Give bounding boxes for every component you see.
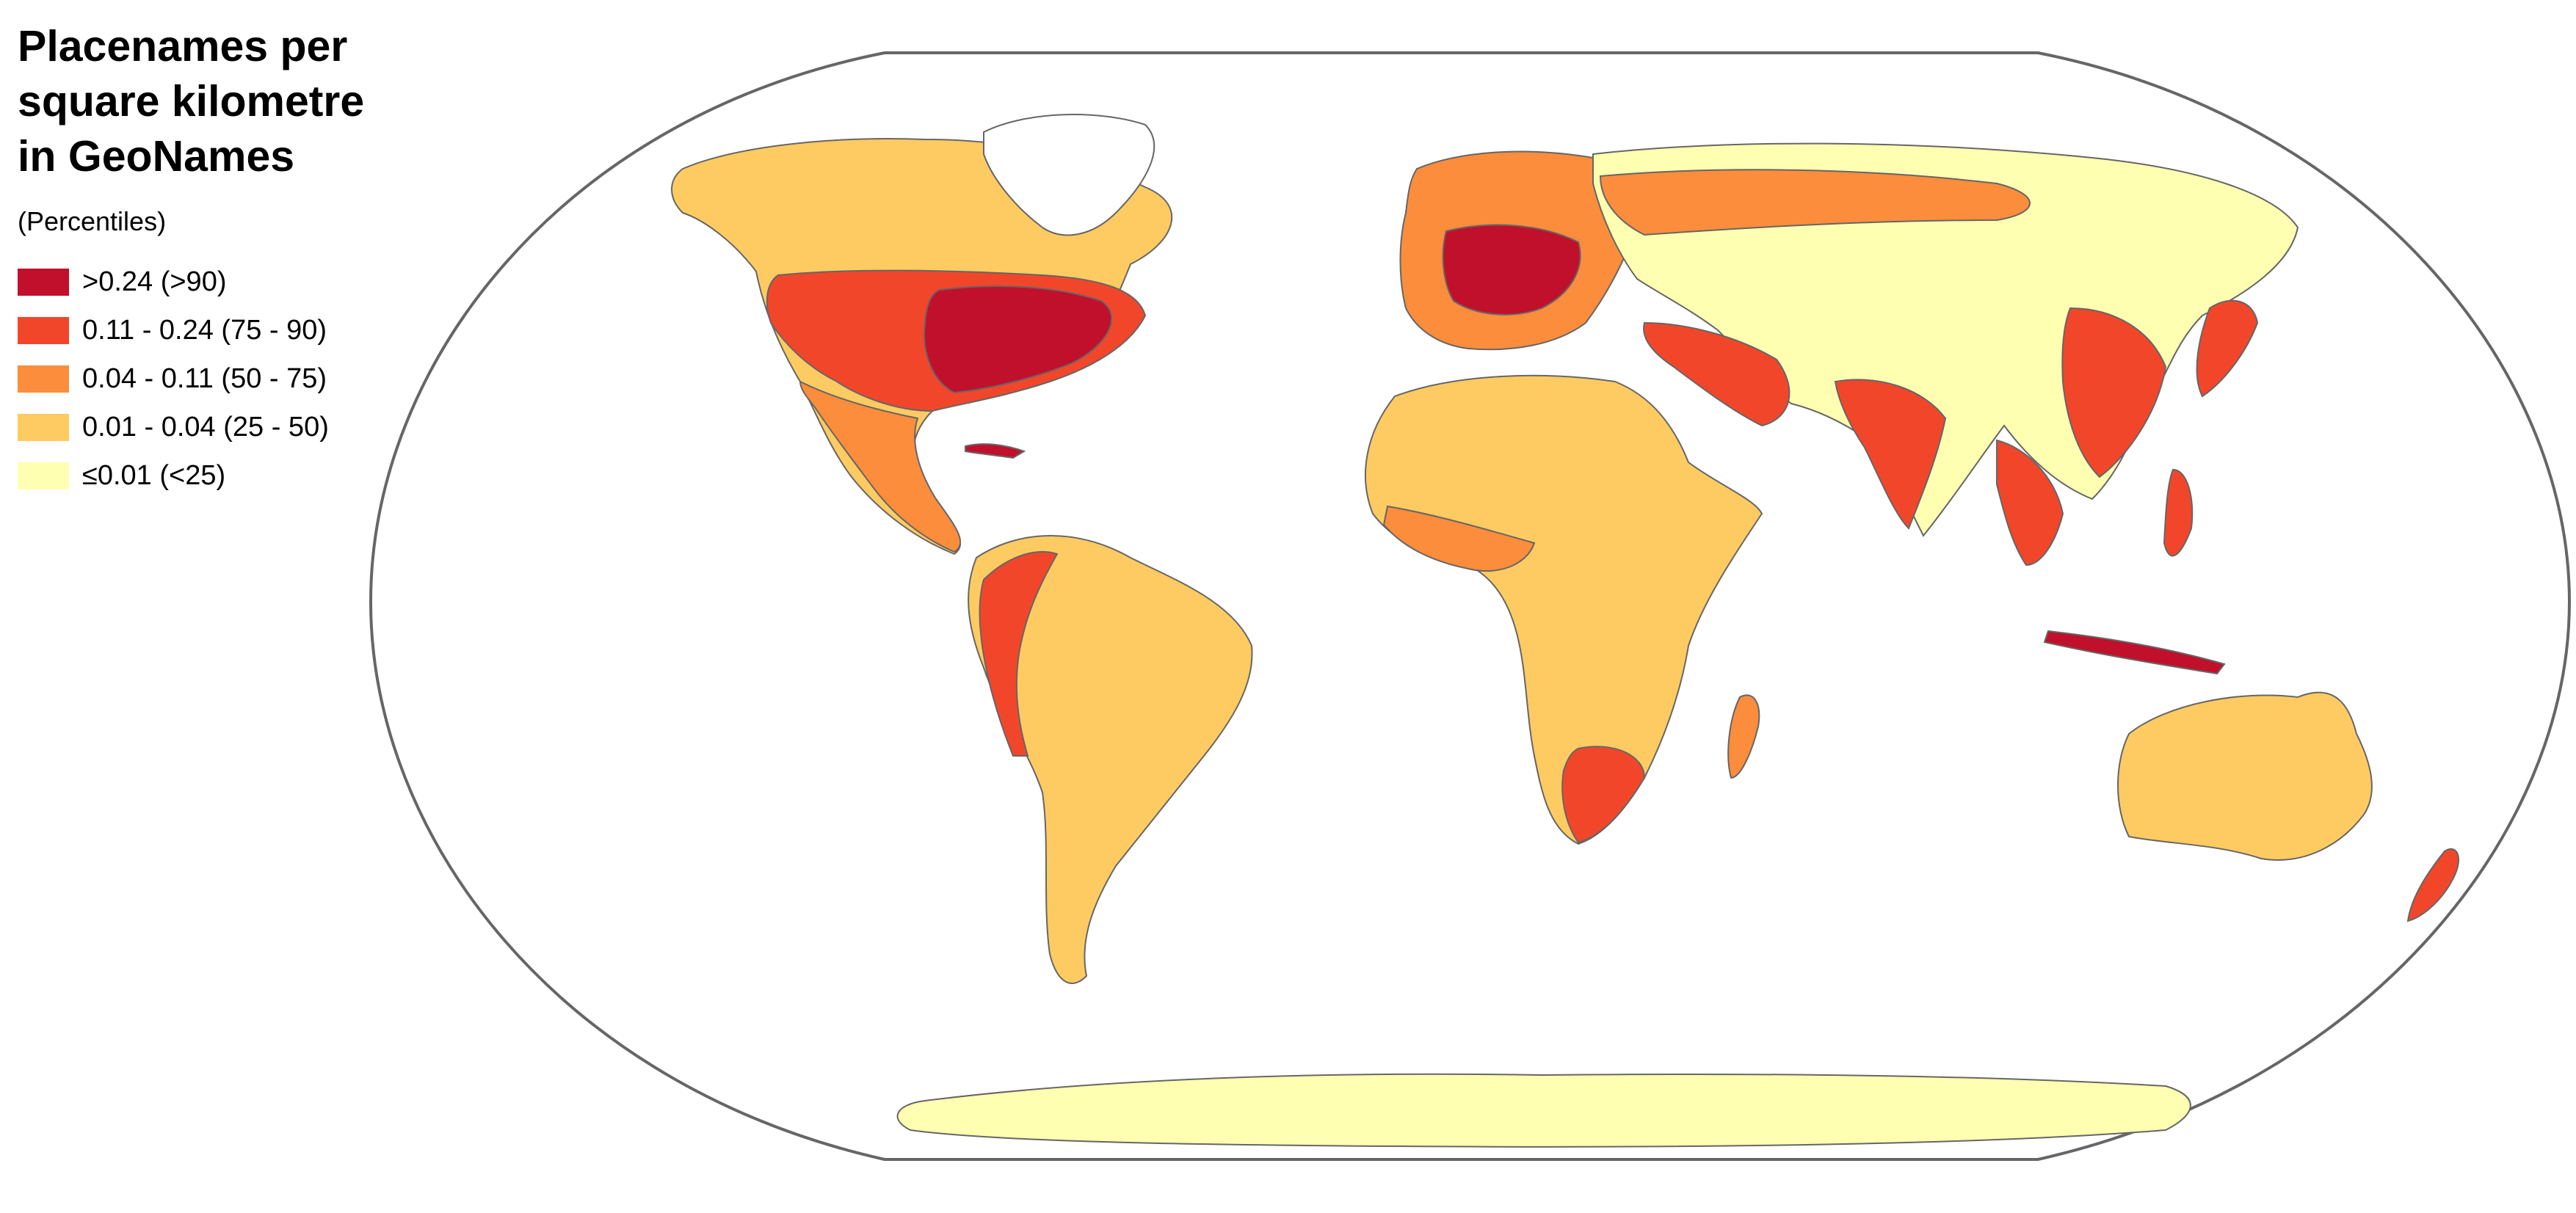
landmass-caribbean <box>965 443 1026 459</box>
map-legend: Placenames per square kilometre in GeoNa… <box>18 19 429 500</box>
legend-subtitle: (Percentiles) <box>18 206 167 236</box>
legend-swatch <box>18 462 69 489</box>
map-title: Placenames per square kilometre in GeoNa… <box>18 19 429 184</box>
landmass-madagascar <box>1727 694 1760 779</box>
legend-label: 0.01 - 0.04 (25 - 50) <box>82 411 329 442</box>
landmass-japan <box>2196 299 2259 398</box>
legend-swatch <box>18 316 69 344</box>
region-southeast-asia <box>1996 439 2064 567</box>
region-west-africa <box>1382 505 1536 572</box>
region-andes <box>979 550 1059 757</box>
region-east-china <box>2061 307 2167 478</box>
landmass-new-zealand <box>2406 848 2459 922</box>
landmass-indonesia <box>2043 630 2226 675</box>
legend-list: >0.24 (>90) 0.11 - 0.24 (75 - 90) 0.04 -… <box>18 258 429 500</box>
region-mexico <box>799 380 962 553</box>
landmass-australia <box>2117 691 2373 861</box>
region-russia-belt <box>1599 169 2031 236</box>
legend-item-top-decile: >0.24 (>90) <box>18 258 429 306</box>
legend-swatch <box>18 413 69 441</box>
legend-item-75-90: 0.11 - 0.24 (75 - 90) <box>18 306 429 354</box>
title-line-2: square kilometre <box>18 77 365 125</box>
land-masses <box>671 114 2459 1148</box>
landmass-antarctica <box>896 1073 2191 1148</box>
region-middle-east <box>1643 321 1790 427</box>
landmass-philippines <box>2163 468 2194 557</box>
legend-label: ≤0.01 (<25) <box>82 459 226 491</box>
legend-item-below-25: ≤0.01 (<25) <box>18 451 429 500</box>
legend-label: >0.24 (>90) <box>82 266 227 297</box>
landmass-greenland <box>983 114 1155 236</box>
legend-item-25-50: 0.01 - 0.04 (25 - 50) <box>18 403 429 451</box>
title-line-1: Placenames per <box>18 22 348 70</box>
legend-label: 0.11 - 0.24 (75 - 90) <box>82 314 327 346</box>
title-line-3: in GeoNames <box>18 132 295 181</box>
region-south-asia <box>1834 379 1947 530</box>
legend-label: 0.04 - 0.11 (50 - 75) <box>82 363 327 394</box>
region-central-europe <box>1442 224 1581 316</box>
legend-swatch <box>18 268 69 296</box>
legend-swatch <box>18 365 69 393</box>
legend-item-50-75: 0.04 - 0.11 (50 - 75) <box>18 354 429 403</box>
region-eastern-us <box>924 285 1113 394</box>
region-southern-africa <box>1561 746 1646 844</box>
